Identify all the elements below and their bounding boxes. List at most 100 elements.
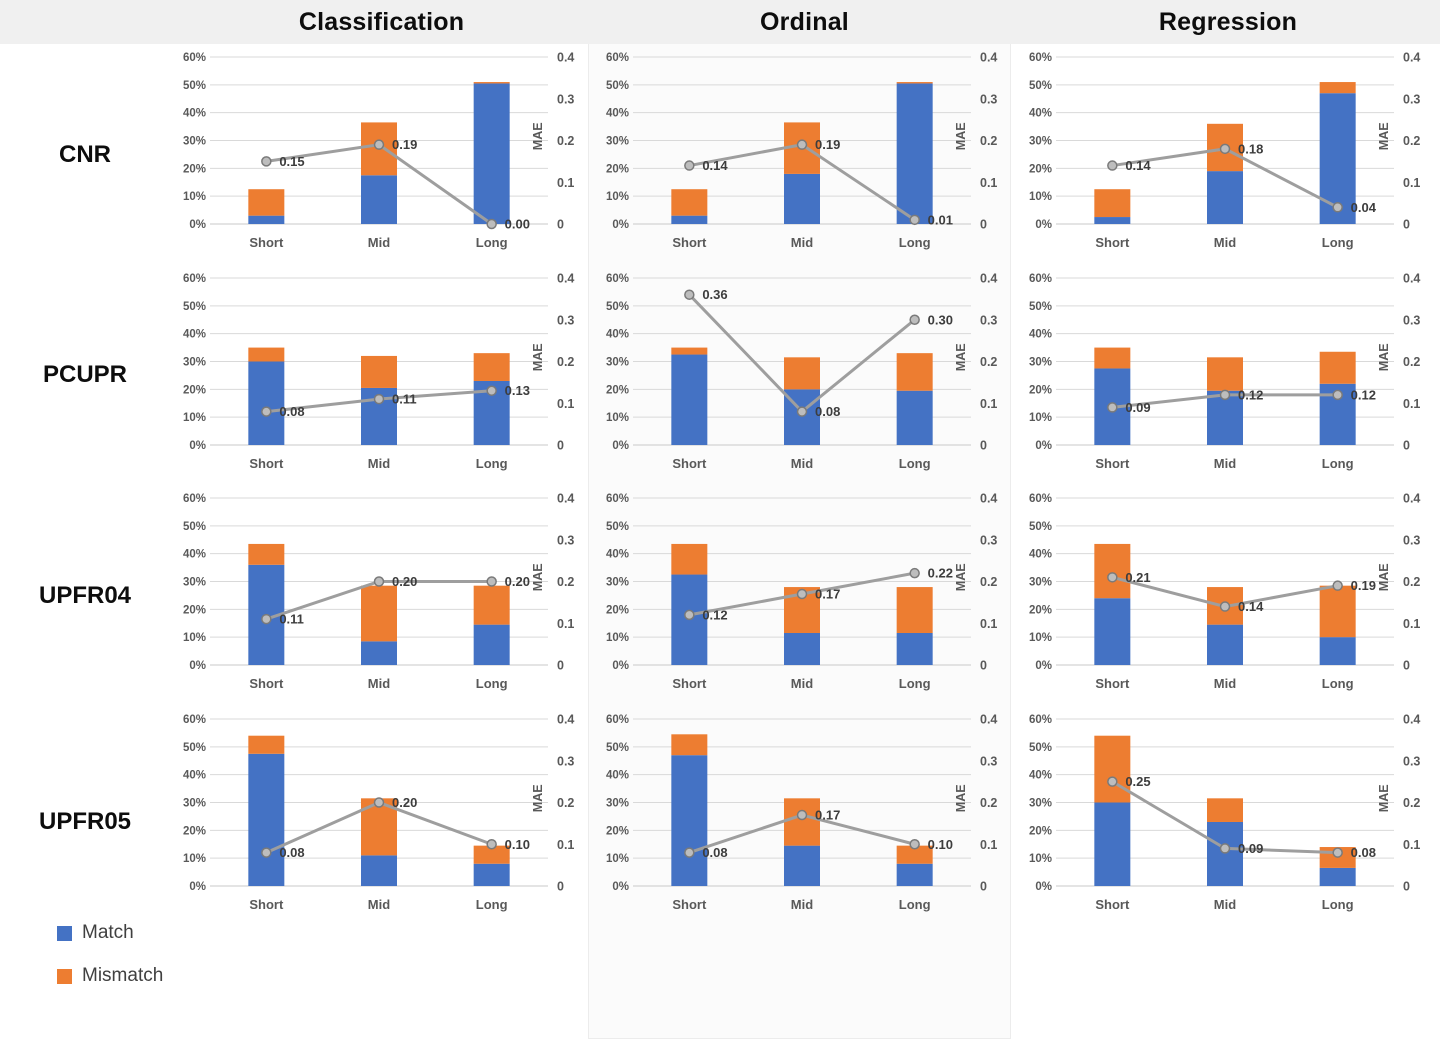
category-label: Mid bbox=[368, 235, 390, 250]
left-axis-tick-label: 20% bbox=[1029, 163, 1052, 175]
row-label-pcupr: PCUPR bbox=[42, 361, 127, 388]
mae-value-label: 0.12 bbox=[1238, 387, 1263, 402]
chart-pcupr-classification: 60% 50% 40% 30% 20% 10% 0% 0.4 0.3 0.2 0.1 0 MAE 0.08… bbox=[183, 272, 574, 472]
chart-upfr05-classification: 60%50%40%30%20%10%0%0.40.30.20.10MAE0.08… bbox=[183, 713, 574, 913]
chart-cnr-ordinal: 60% 50% 40% 30% 20% 10% 0% 0.4 0.3 0.2 0.1 0 MAE 0.14… bbox=[606, 51, 997, 251]
left-axis-tick-label: 0% bbox=[1035, 881, 1052, 893]
mae-point bbox=[373, 797, 385, 808]
right-axis-tick-label: 0.4 bbox=[1403, 713, 1420, 727]
mae-value-label: 0.22 bbox=[928, 566, 953, 581]
left-axis-tick-label: 50% bbox=[183, 742, 206, 754]
right-axis-tick-label: 0.1 bbox=[557, 176, 574, 190]
left-axis-tick-label: 10% bbox=[1029, 191, 1052, 203]
mae-point bbox=[1219, 143, 1231, 155]
mismatch-bar-segment bbox=[784, 357, 820, 390]
chart-cell-cnr-ordinal: 60% 50% 40% 30% 20% 10% 0% 0.4 0.3 0.2 0.1 0 MAE 0.14… bbox=[593, 44, 1016, 265]
left-axis-tick-label: 20% bbox=[183, 384, 206, 396]
match-bar-segment bbox=[1094, 598, 1131, 665]
category-label: Mid bbox=[1214, 235, 1236, 250]
category-label: Long bbox=[1322, 235, 1354, 250]
right-axis-tick-label: 0.3 bbox=[980, 533, 997, 547]
chart-upfr05-regression: 60% 50% 40% 30% 20% 10% 0% 0.4 0.3 0.2 0.1 0 MAE 0.25… bbox=[1029, 713, 1420, 913]
mismatch-bar-segment bbox=[248, 347, 285, 362]
left-axis-tick-label: 10% bbox=[606, 191, 629, 203]
match-bar-segment bbox=[1207, 821, 1243, 886]
chart-cell-pcupr-regression: 60% 50% 40% 30% 20% 10% 0% 0.4 0.3 0.2 0.1 0 MAE 0.09… bbox=[1016, 265, 1440, 485]
left-axis-tick-label: 20% bbox=[183, 825, 206, 837]
left-axis-tick-label: 20% bbox=[1029, 825, 1052, 837]
left-axis-tick-label: 50% bbox=[1029, 80, 1052, 92]
left-axis-tick-label: 50% bbox=[606, 301, 629, 313]
left-axis-tick-label: 0% bbox=[612, 660, 629, 672]
match-bar-segment bbox=[784, 173, 820, 224]
mae-value-label: 0.09 bbox=[1238, 841, 1263, 856]
left-axis-tick-label: 40% bbox=[183, 770, 206, 782]
left-axis-tick-label: 0% bbox=[612, 440, 629, 452]
right-axis-tick-label: 0.2 bbox=[557, 575, 574, 589]
right-axis-tick-label: 0 bbox=[980, 880, 987, 894]
mismatch-bar-segment bbox=[1207, 357, 1243, 391]
legend-label-mismatch: Mismatch bbox=[82, 965, 164, 986]
category-label: Mid bbox=[1214, 676, 1236, 691]
match-bar-segment bbox=[361, 175, 397, 224]
category-label: Long bbox=[899, 456, 931, 471]
column-header-classification: Classification bbox=[298, 7, 465, 36]
left-axis-tick-label: 10% bbox=[1029, 853, 1052, 865]
category-label: Mid bbox=[1214, 456, 1236, 471]
mismatch-bar-segment bbox=[896, 82, 933, 84]
right-axis-title: MAE bbox=[531, 122, 545, 150]
match-bar-segment bbox=[361, 855, 397, 886]
right-axis-tick-label: 0.3 bbox=[980, 313, 997, 327]
match-bar-segment bbox=[1094, 217, 1131, 224]
right-axis-tick-label: 0.2 bbox=[980, 355, 997, 369]
left-axis-tick-label: 60% bbox=[1029, 493, 1052, 505]
mae-value-label: 0.01 bbox=[928, 212, 953, 227]
left-axis-tick-label: 40% bbox=[606, 549, 629, 561]
left-axis-tick-label: 30% bbox=[606, 798, 629, 810]
right-axis-tick-label: 0.4 bbox=[557, 492, 574, 506]
mismatch-bar-segment bbox=[1319, 351, 1356, 384]
right-axis-tick-label: 0.2 bbox=[557, 796, 574, 810]
row-label-upfr04: UPFR04 bbox=[38, 581, 132, 609]
header-band bbox=[0, 0, 1440, 44]
left-axis-tick-label: 50% bbox=[606, 80, 629, 92]
right-axis-tick-label: 0.1 bbox=[980, 397, 997, 411]
right-axis-tick-label: 0.4 bbox=[980, 492, 997, 506]
right-axis-tick-label: 0.3 bbox=[557, 313, 574, 327]
left-axis-tick-label: 60% bbox=[183, 493, 206, 505]
match-bar-segment bbox=[896, 83, 933, 224]
match-bar-segment bbox=[671, 755, 708, 886]
mae-value-label: 0.12 bbox=[702, 607, 727, 622]
left-axis-tick-label: 50% bbox=[1029, 521, 1052, 533]
chart-cnr-classification: 60% 50% 40% 30% 20% 10% 0% 0.4 0.3 0.2 0.1 0 MAE 0.15… bbox=[183, 51, 574, 251]
chart-upfr04-ordinal: 60% 50% 40% 30% 20% 10% 0% 0.4 0.3 0.2 0.1 0 MAE 0.12… bbox=[606, 492, 997, 692]
category-label: Long bbox=[476, 897, 508, 912]
right-axis-tick-label: 0.3 bbox=[980, 754, 997, 768]
right-axis-title: MAE bbox=[1377, 122, 1391, 150]
left-axis-tick-label: 50% bbox=[606, 521, 629, 533]
right-axis-tick-label: 0 bbox=[557, 218, 564, 232]
category-label: Short bbox=[249, 456, 284, 471]
right-axis-title: MAE bbox=[954, 563, 968, 591]
left-axis-tick-label: 10% bbox=[183, 853, 206, 865]
mae-point bbox=[373, 393, 385, 405]
match-bar-segment bbox=[248, 361, 285, 445]
right-axis-tick-label: 0.2 bbox=[557, 355, 574, 369]
left-axis-tick-label: 40% bbox=[606, 108, 629, 120]
right-axis-title: MAE bbox=[1377, 784, 1391, 812]
mae-value-label: 0.19 bbox=[392, 137, 417, 152]
mae-value-label: 0.13 bbox=[505, 383, 530, 398]
left-axis-tick-label: 0% bbox=[1035, 660, 1052, 672]
left-axis-tick-label: 40% bbox=[1029, 549, 1052, 561]
mismatch-bar-segment bbox=[896, 845, 933, 864]
mismatch-bar-segment bbox=[1319, 82, 1356, 94]
category-label: Long bbox=[899, 235, 931, 250]
mae-value-label: 0.08 bbox=[279, 845, 304, 860]
mae-value-label: 0.08 bbox=[1351, 845, 1376, 860]
category-label: Mid bbox=[791, 456, 813, 471]
left-axis-tick-label: 60% bbox=[606, 273, 629, 285]
match-bar-segment bbox=[361, 641, 397, 665]
mae-value-label: 0.20 bbox=[392, 574, 417, 589]
left-axis-tick-label: 40% bbox=[183, 549, 206, 561]
mae-value-label: 0.20 bbox=[505, 574, 530, 589]
